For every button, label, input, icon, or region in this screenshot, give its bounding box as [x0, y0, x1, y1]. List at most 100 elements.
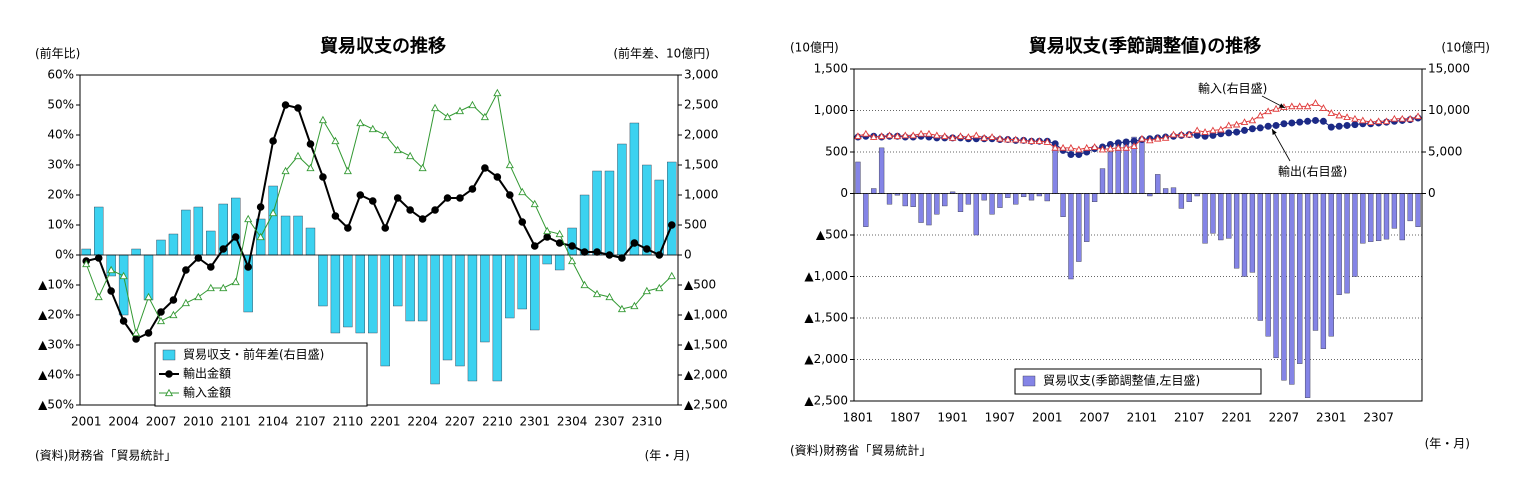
- bar: [330, 254, 341, 334]
- y-axis-label: (前年比): [35, 46, 80, 61]
- y-tick-label: 0%: [55, 248, 74, 262]
- bar: [181, 209, 191, 256]
- bar: [1328, 193, 1334, 337]
- y-tick-label: ▲1,500: [804, 311, 848, 325]
- line-marker: [1351, 114, 1359, 122]
- line-marker: [281, 101, 290, 109]
- bar: [94, 206, 104, 256]
- x-tick-label: 2201: [1221, 411, 1252, 425]
- x-tick-label: 2001: [1032, 411, 1063, 425]
- x-tick-label: 1801: [843, 411, 874, 425]
- y-tick-label: 30%: [47, 158, 74, 172]
- bar: [926, 193, 932, 226]
- line-marker: [1130, 142, 1138, 150]
- bar: [1076, 193, 1082, 262]
- bar: [368, 254, 378, 334]
- bar: [1273, 193, 1279, 359]
- line-marker: [1280, 120, 1288, 128]
- x-tick-label: 2301: [519, 415, 550, 429]
- bar: [492, 254, 503, 382]
- line-marker: [1248, 125, 1256, 133]
- x-tick-label: 2104: [258, 415, 289, 429]
- y-tick-label: 10%: [47, 218, 74, 232]
- line-marker: [169, 296, 178, 304]
- x-tick-label: 2301: [1316, 411, 1347, 425]
- line-marker: [568, 256, 577, 265]
- line-marker: [655, 251, 664, 259]
- line-marker: [331, 212, 340, 220]
- bar: [1249, 193, 1256, 273]
- bar: [855, 161, 861, 194]
- line-marker: [293, 151, 303, 160]
- x-tick-label: 2204: [407, 415, 438, 429]
- line-marker: [1122, 143, 1130, 151]
- bar: [871, 188, 877, 194]
- line-marker: [996, 134, 1004, 142]
- bar: [910, 193, 916, 207]
- line-marker: [505, 160, 514, 169]
- bar: [1407, 193, 1413, 222]
- line-marker: [1319, 117, 1327, 125]
- x-tick-label: 2007: [146, 415, 177, 429]
- bar: [1304, 193, 1311, 398]
- line-marker: [1090, 143, 1099, 150]
- line-marker: [319, 173, 327, 181]
- bar: [989, 193, 995, 215]
- y-tick-label: ▲2,500: [804, 394, 848, 408]
- bar: [81, 248, 91, 256]
- x-tick-label: 2304: [557, 415, 588, 429]
- bar: [579, 194, 590, 256]
- y2-tick-label: ▲2,000: [684, 368, 728, 382]
- line-marker: [1288, 119, 1296, 127]
- line-marker: [94, 292, 103, 301]
- line-marker: [1059, 143, 1067, 151]
- line-marker: [194, 254, 203, 262]
- source-note: (資料)財務省「貿易統計」: [35, 448, 176, 463]
- chart-title: 貿易収支(季節調整値)の推移: [1029, 35, 1261, 57]
- line-marker: [82, 259, 91, 268]
- line-marker: [1185, 130, 1194, 138]
- line-marker: [281, 166, 290, 175]
- bar: [604, 170, 615, 256]
- line-marker: [1004, 135, 1012, 143]
- x-tick-label: 2004: [108, 415, 139, 429]
- y2-tick-label: 2,500: [684, 98, 718, 112]
- line-marker: [107, 265, 116, 274]
- line-marker: [468, 185, 477, 193]
- bar: [480, 254, 490, 343]
- bar: [973, 193, 979, 236]
- y2-axis-label: (10億円): [1441, 41, 1490, 55]
- line-marker: [1233, 128, 1241, 136]
- y-axis-label: (10億円): [790, 41, 839, 55]
- line-marker: [493, 88, 502, 97]
- x-tick-label: 2101: [220, 415, 251, 429]
- line-marker: [869, 133, 878, 140]
- line-marker: [530, 242, 539, 250]
- line-marker: [182, 266, 190, 274]
- bar: [1218, 193, 1224, 241]
- line-marker: [933, 131, 941, 139]
- x-tick-label: 2110: [333, 415, 364, 429]
- bar: [1344, 193, 1350, 294]
- line-marker: [356, 191, 365, 199]
- line-marker: [643, 245, 651, 253]
- line-marker: [1319, 104, 1328, 111]
- bar: [1320, 193, 1327, 349]
- line-marker: [1161, 133, 1170, 141]
- line-marker: [617, 304, 627, 313]
- line-marker: [1256, 124, 1264, 132]
- bar: [1044, 193, 1050, 202]
- line-marker: [406, 151, 415, 160]
- line-marker: [948, 133, 957, 141]
- line-marker: [1114, 143, 1123, 151]
- y-tick-label: 20%: [47, 188, 74, 202]
- line-marker: [593, 248, 601, 256]
- bar: [417, 254, 428, 322]
- bar: [1289, 193, 1295, 385]
- line-marker: [1043, 138, 1052, 145]
- legend-marker: [165, 370, 173, 378]
- line-marker: [940, 132, 949, 140]
- line-marker: [1241, 126, 1248, 134]
- line-marker: [568, 242, 576, 250]
